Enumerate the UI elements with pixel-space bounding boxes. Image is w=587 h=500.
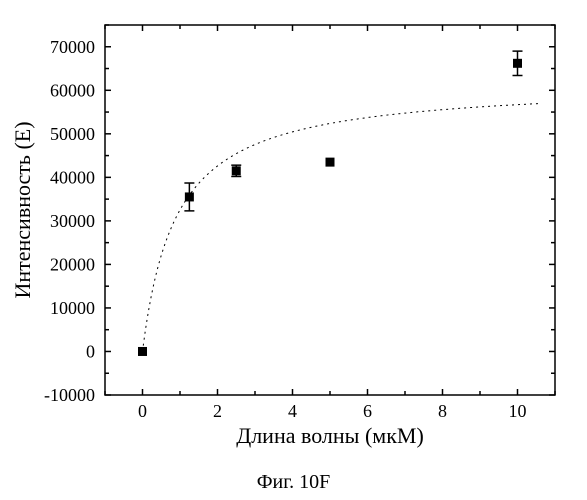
chart-svg: 0 2 4 6 8 10 -10000 0 10000 20000 30000 40000 50000 6… <box>0 0 587 470</box>
xtick-label: 0 <box>138 401 147 421</box>
ytick-label: 30000 <box>50 211 95 231</box>
data-point <box>138 347 147 356</box>
plot-border <box>105 25 555 395</box>
figure-caption: Фиг. 10F <box>0 471 587 494</box>
ytick-label: 20000 <box>50 254 95 274</box>
xtick-label: 8 <box>438 401 447 421</box>
xtick-label: 2 <box>213 401 222 421</box>
xtick-label: 6 <box>363 401 372 421</box>
ytick-label: 0 <box>86 341 95 361</box>
data-point <box>232 166 241 175</box>
data-point <box>185 192 194 201</box>
data-point <box>513 59 522 68</box>
xtick-label: 4 <box>288 401 297 421</box>
ytick-label: 10000 <box>50 298 95 318</box>
ytick-label: 50000 <box>50 124 95 144</box>
data-point <box>326 158 335 167</box>
x-axis-label: Длина волны (мкМ) <box>236 423 424 448</box>
ytick-label: 60000 <box>50 80 95 100</box>
ytick-label: 70000 <box>50 37 95 57</box>
xtick-label: 10 <box>509 401 527 421</box>
ytick-label: -10000 <box>44 385 95 405</box>
fit-curve <box>143 104 540 346</box>
ytick-label: 40000 <box>50 167 95 187</box>
y-axis-label: Интенсивность (E) <box>10 121 35 298</box>
figure-container: 0 2 4 6 8 10 -10000 0 10000 20000 30000 40000 50000 6… <box>0 0 587 500</box>
